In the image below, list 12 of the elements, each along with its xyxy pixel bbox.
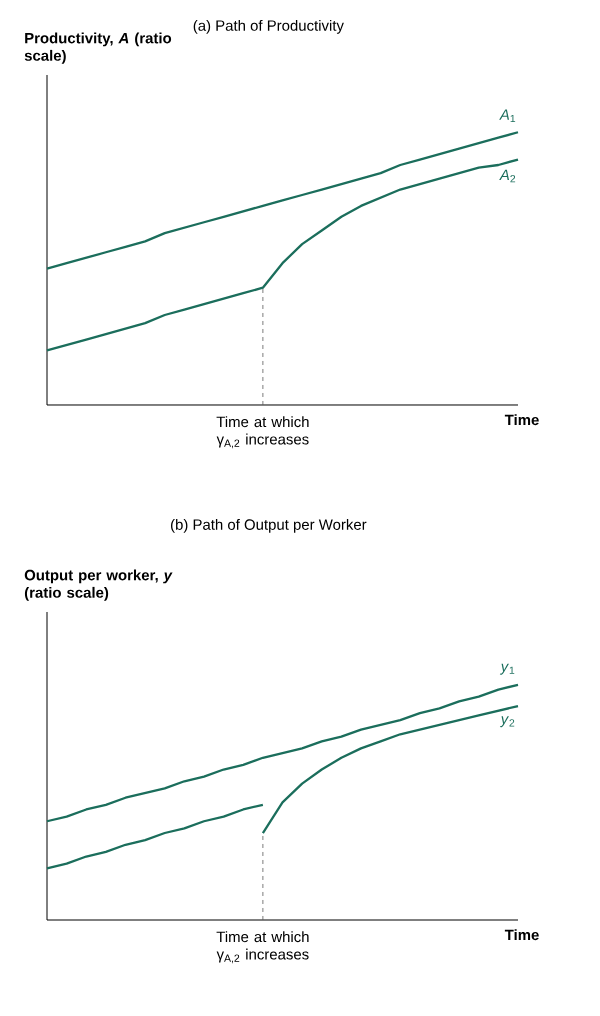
series-label: y$_{1}$ — [499, 663, 515, 675]
text: Productivity, A (ratio scale) — [24, 32, 172, 64]
x-axis-title: Time — [504, 414, 539, 426]
series-label: y$_{2}$ — [499, 716, 515, 728]
chart-title: (a) Path of Productivity — [193, 19, 344, 34]
text: Output per worker, y (ratio scale) — [24, 569, 173, 601]
series-label: A$_{1}$ — [499, 109, 516, 123]
text: Time at which γ$_{A,2}$ increases — [216, 931, 309, 964]
x-axis-title: Time — [504, 929, 539, 941]
chart-title: (b) Path of Output per Worker — [171, 518, 367, 533]
series-label: A$_{2}$ — [499, 169, 516, 183]
text: Time at which γ$_{A,2}$ increases — [216, 416, 309, 449]
